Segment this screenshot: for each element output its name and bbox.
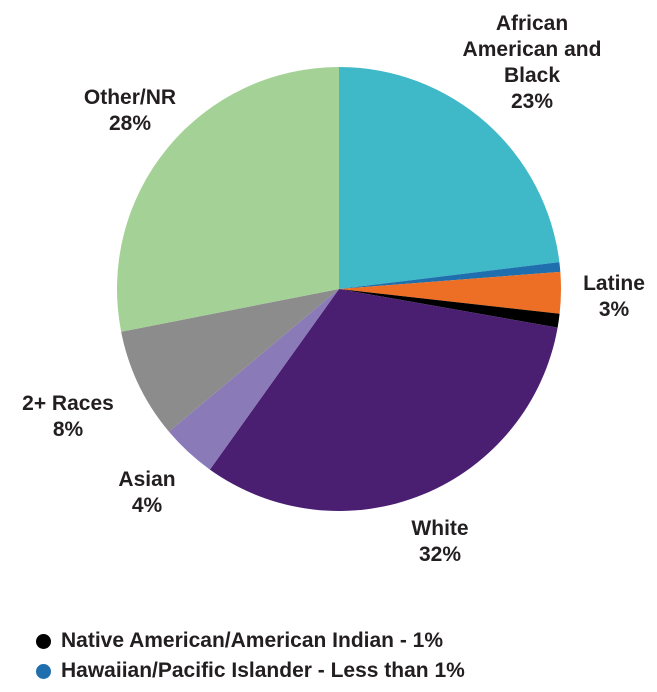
legend-item-hawaiian-pacific-islander: Hawaiian/Pacific Islander - Less than 1% — [36, 656, 465, 686]
slice-value-label: 8% — [53, 418, 84, 441]
pie-slice — [209, 289, 558, 511]
pie-slice — [339, 289, 560, 328]
pie-slice — [339, 271, 561, 314]
slice-label: 2+ Races 8% — [22, 392, 114, 441]
slice-value-label: 4% — [132, 494, 163, 517]
pie-slice — [168, 289, 339, 470]
legend: Native American/American Indian - 1% Haw… — [36, 626, 465, 686]
pie-slice — [339, 66, 560, 289]
slice-category-label: American and — [463, 38, 602, 61]
pie-slice — [121, 289, 339, 432]
slice-category-label: Asian — [118, 468, 175, 491]
slice-value-label: 3% — [599, 298, 630, 321]
legend-marker — [36, 633, 51, 649]
pie-slices — [117, 66, 561, 511]
legend-label: Hawaiian/Pacific Islander - Less than 1% — [61, 659, 465, 682]
pie-slice — [339, 262, 561, 289]
slice-label: Latine 3% — [583, 272, 645, 321]
slice-label: White 32% — [411, 517, 468, 566]
slice-category-label: Other/NR — [84, 86, 176, 109]
pie-labels: African American and Black 23% Latine 3% White… — [22, 12, 645, 566]
slice-category-label: White — [411, 517, 468, 540]
slice-category-label: 2+ Races — [22, 392, 114, 415]
slice-label: African American and Black 23% — [463, 12, 602, 113]
slice-category-label: African — [496, 12, 568, 35]
legend-item-native-american: Native American/American Indian - 1% — [36, 626, 465, 656]
slice-value-label: 28% — [109, 112, 151, 135]
slice-value-label: 23% — [511, 90, 553, 113]
slice-category-label: Black — [504, 64, 560, 87]
slice-label: Asian 4% — [118, 468, 175, 517]
legend-label: Native American/American Indian - 1% — [61, 629, 444, 652]
pie-slice — [117, 67, 339, 332]
legend-marker — [36, 663, 51, 679]
slice-value-label: 32% — [419, 543, 461, 566]
slice-category-label: Latine — [583, 272, 645, 295]
slice-label: Other/NR 28% — [84, 86, 176, 135]
